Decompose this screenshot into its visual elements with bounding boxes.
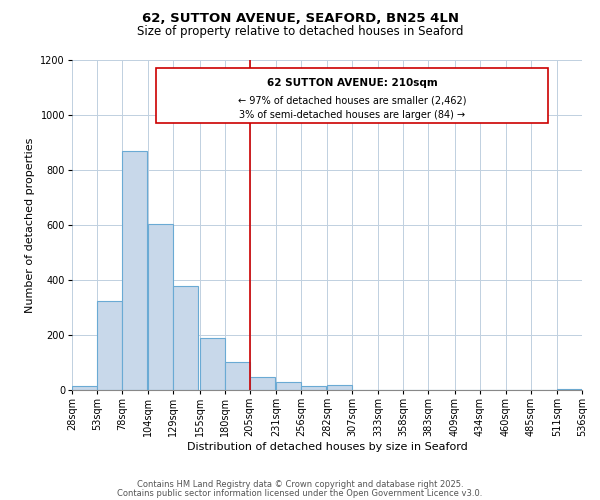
- Bar: [173, 286, 199, 390]
- Text: 3% of semi-detached houses are larger (84) →: 3% of semi-detached houses are larger (8…: [239, 110, 465, 120]
- Text: ← 97% of detached houses are smaller (2,462): ← 97% of detached houses are smaller (2,…: [238, 96, 466, 106]
- Text: Contains HM Land Registry data © Crown copyright and database right 2025.: Contains HM Land Registry data © Crown c…: [137, 480, 463, 489]
- Text: 62 SUTTON AVENUE: 210sqm: 62 SUTTON AVENUE: 210sqm: [267, 78, 437, 88]
- Bar: [557, 388, 582, 390]
- X-axis label: Distribution of detached houses by size in Seaford: Distribution of detached houses by size …: [187, 442, 467, 452]
- Bar: [250, 377, 275, 390]
- Bar: [122, 152, 147, 390]
- Bar: [327, 384, 352, 390]
- Bar: [97, 300, 122, 390]
- Bar: [224, 362, 250, 390]
- Y-axis label: Number of detached properties: Number of detached properties: [25, 138, 35, 312]
- Bar: [276, 382, 301, 390]
- Bar: [148, 224, 173, 390]
- FancyBboxPatch shape: [157, 68, 548, 123]
- Text: Size of property relative to detached houses in Seaford: Size of property relative to detached ho…: [137, 25, 463, 38]
- Text: Contains public sector information licensed under the Open Government Licence v3: Contains public sector information licen…: [118, 488, 482, 498]
- Text: 62, SUTTON AVENUE, SEAFORD, BN25 4LN: 62, SUTTON AVENUE, SEAFORD, BN25 4LN: [142, 12, 458, 26]
- Bar: [301, 386, 326, 390]
- Bar: [72, 386, 97, 390]
- Bar: [199, 338, 224, 390]
